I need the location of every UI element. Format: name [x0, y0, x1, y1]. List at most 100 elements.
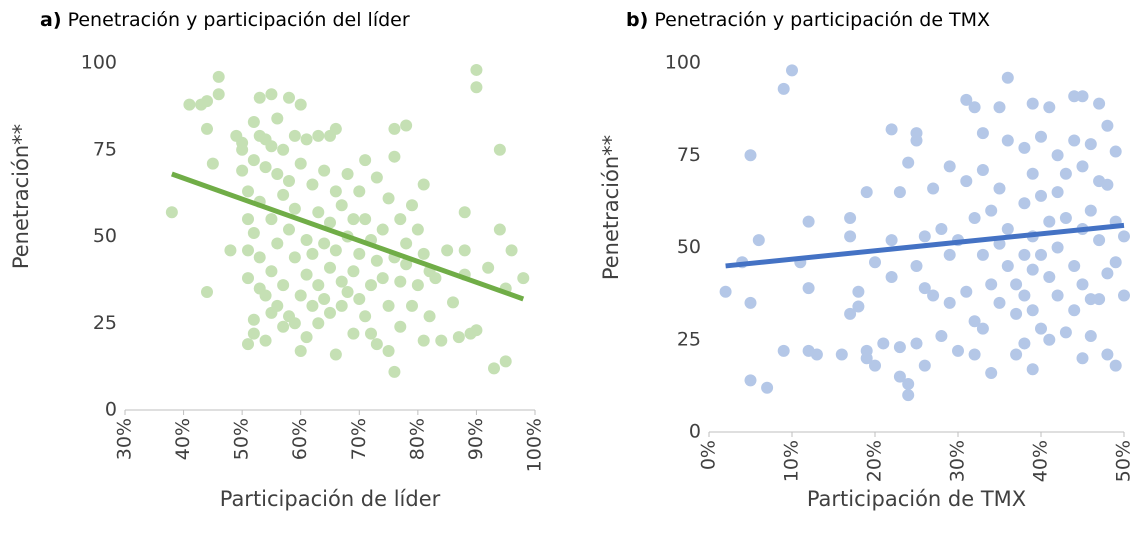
point	[271, 237, 284, 250]
point	[1059, 326, 1072, 339]
point	[810, 348, 823, 361]
point	[277, 188, 290, 201]
point	[370, 171, 383, 184]
point	[300, 233, 313, 246]
point	[470, 63, 483, 76]
point	[1051, 289, 1064, 302]
point	[259, 334, 272, 347]
point	[265, 140, 278, 153]
point	[943, 296, 956, 309]
point	[283, 91, 295, 104]
point	[335, 275, 348, 288]
y-tick-label: 25	[677, 328, 701, 350]
point	[1101, 119, 1114, 132]
point	[324, 261, 336, 274]
y-tick-label: 75	[677, 144, 701, 166]
point	[777, 82, 790, 95]
y-tick-label: 100	[81, 52, 117, 74]
point	[1043, 333, 1056, 346]
point	[910, 259, 923, 272]
point	[312, 279, 325, 292]
point	[1101, 348, 1114, 361]
point	[294, 345, 307, 358]
trend-line	[171, 171, 525, 302]
trend-line	[725, 222, 1125, 269]
point	[505, 244, 518, 257]
point	[329, 122, 342, 135]
point	[300, 268, 313, 281]
point	[324, 306, 336, 319]
point	[183, 98, 196, 111]
point	[1076, 90, 1089, 103]
chart-title: Penetración y participación del líder	[68, 9, 410, 31]
point	[1084, 293, 1097, 306]
panel-label: b)	[626, 9, 648, 31]
point	[1051, 149, 1064, 162]
x-tick-label: 80%	[406, 418, 428, 460]
point	[288, 317, 301, 330]
point	[943, 248, 956, 261]
point	[253, 91, 266, 104]
point	[441, 244, 454, 257]
point	[347, 265, 360, 278]
point	[376, 223, 389, 236]
point	[1093, 97, 1106, 110]
point	[271, 299, 284, 312]
point	[885, 271, 898, 284]
point	[265, 88, 278, 101]
point	[247, 227, 260, 240]
point	[918, 359, 931, 372]
point	[1001, 259, 1014, 272]
y-tick-label: 100	[665, 52, 701, 74]
point	[852, 300, 865, 313]
x-tick-label: 90%	[465, 418, 487, 460]
point	[359, 213, 372, 226]
point	[852, 285, 865, 298]
point	[265, 265, 278, 278]
point	[201, 286, 213, 299]
y-tick-label: 50	[93, 225, 117, 247]
point	[376, 272, 389, 285]
point	[960, 285, 973, 298]
point	[247, 154, 260, 167]
y-axis-title: Penetración**	[599, 135, 623, 280]
point	[247, 313, 260, 326]
point	[1035, 130, 1047, 143]
point	[1035, 248, 1047, 261]
x-tick-label: 30%	[114, 418, 136, 460]
point	[394, 320, 407, 333]
point	[976, 127, 989, 140]
point	[382, 192, 395, 205]
point	[1018, 248, 1031, 261]
point	[242, 185, 254, 198]
point	[347, 213, 360, 226]
point	[359, 310, 372, 323]
x-axis-title: Participación de TMX	[807, 487, 1026, 511]
point	[388, 150, 401, 163]
point	[406, 299, 418, 312]
point	[300, 331, 313, 344]
point	[247, 327, 260, 340]
point	[752, 234, 765, 247]
point	[1068, 90, 1081, 103]
point	[993, 182, 1006, 195]
point	[935, 330, 948, 343]
point	[517, 272, 530, 285]
x-tick-label: 60%	[289, 418, 311, 460]
point	[918, 230, 931, 243]
point	[277, 279, 290, 292]
point	[294, 157, 307, 170]
point	[347, 327, 360, 340]
point	[294, 289, 307, 302]
point	[406, 199, 418, 212]
point	[1051, 186, 1064, 199]
point	[306, 299, 319, 312]
point	[719, 285, 732, 298]
point	[417, 247, 430, 260]
point	[247, 115, 260, 128]
point	[470, 324, 483, 337]
point	[1109, 359, 1122, 372]
point	[869, 359, 881, 372]
point	[370, 338, 383, 351]
